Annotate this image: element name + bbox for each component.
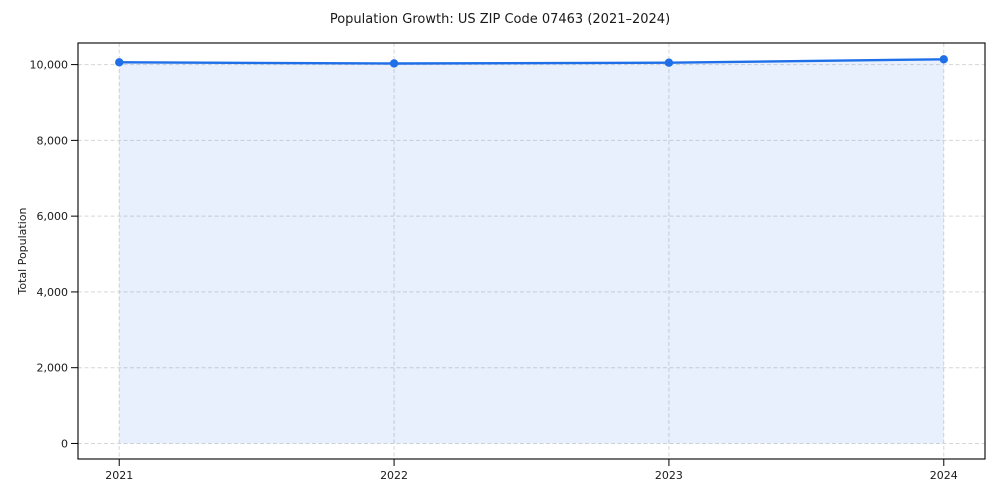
data-point-2022	[389, 59, 399, 68]
chart-title: Population Growth: US ZIP Code 07463 (20…	[330, 12, 670, 27]
y-tick-label: 8,000	[37, 134, 69, 147]
tick-marks	[71, 64, 945, 466]
axes-frame	[77, 42, 986, 460]
x-tick-label: 2021	[105, 469, 133, 482]
y-tick-label: 10,000	[30, 59, 69, 72]
data-point-2021	[115, 58, 124, 67]
line-series	[118, 58, 945, 65]
data-point-2024	[939, 55, 948, 64]
y-tick-label: 2,000	[37, 362, 69, 375]
y-tick-labels: 0 2,000 4,000 6,000 8,000 10,000	[30, 59, 69, 451]
y-axis-label: Total Population	[16, 207, 29, 295]
y-tick-label: 0	[61, 437, 68, 450]
y-tick-label: 4,000	[37, 286, 69, 299]
data-point-markers	[115, 55, 948, 68]
y-tick-label: 6,000	[37, 210, 69, 223]
data-point-2023	[664, 58, 674, 67]
x-tick-labels: 2021 2022 2023 2024	[105, 469, 958, 482]
gridlines-layer	[78, 43, 985, 459]
x-tick-label: 2022	[380, 469, 408, 482]
x-tick-label: 2023	[655, 469, 683, 482]
area-fill	[119, 59, 944, 444]
x-tick-label: 2024	[930, 469, 958, 482]
